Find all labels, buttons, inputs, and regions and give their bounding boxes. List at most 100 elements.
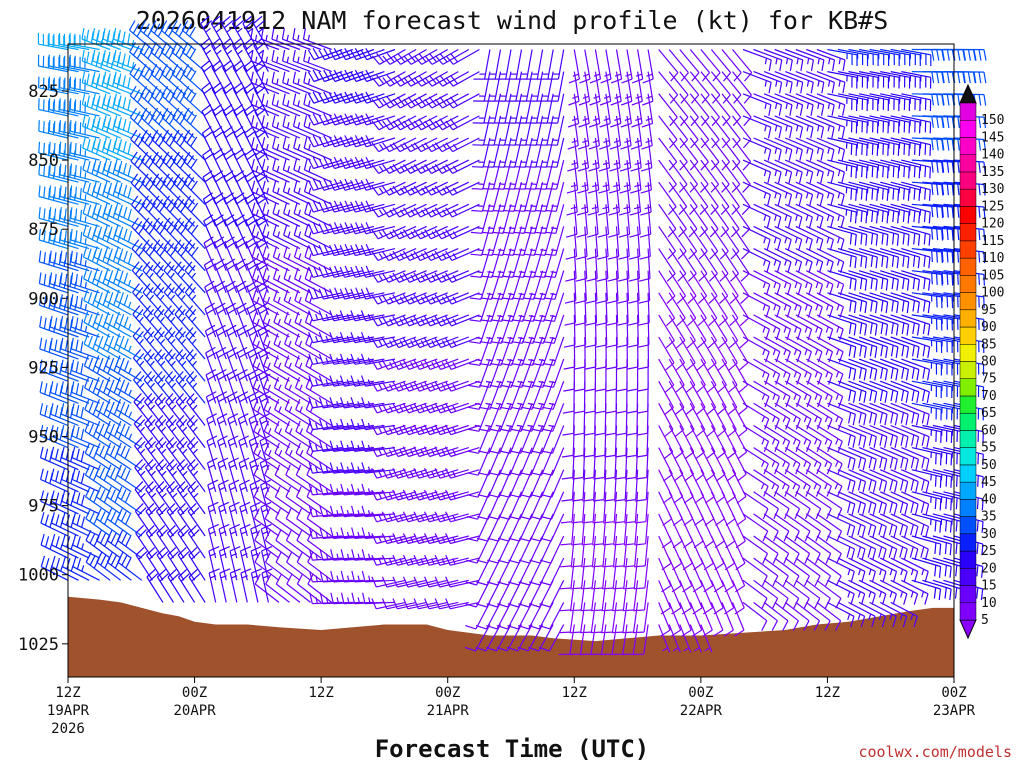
wind-barb <box>382 159 417 174</box>
wind-barb <box>858 203 889 224</box>
wind-barb <box>721 580 735 615</box>
wind-barb <box>216 391 229 426</box>
wind-barb <box>827 181 858 201</box>
wind-barb <box>445 137 480 153</box>
wind-barb <box>116 508 143 537</box>
wind-barb <box>295 398 322 427</box>
x-tick-label: 2026 <box>51 721 85 737</box>
wind-barb <box>39 403 69 427</box>
wind-barb <box>869 336 899 358</box>
wind-barb <box>605 359 618 392</box>
wind-barb <box>392 159 427 174</box>
wind-barb <box>689 491 704 526</box>
wind-barb <box>117 551 143 581</box>
wind-barb <box>186 393 206 426</box>
wind-barb <box>640 137 653 172</box>
wind-barb <box>470 204 491 234</box>
wind-barb <box>619 137 632 172</box>
wind-barb <box>574 336 586 370</box>
wind-barb <box>566 160 579 194</box>
wind-barb <box>261 202 290 227</box>
wind-barb <box>483 93 502 124</box>
wind-barb <box>185 305 206 338</box>
wind-barb <box>70 228 100 250</box>
wind-barb <box>173 217 196 250</box>
wind-barb <box>642 71 654 106</box>
colorbar-swatch <box>959 430 977 448</box>
wind-barb <box>361 440 396 452</box>
y-tick-label: 825 <box>28 82 59 102</box>
wind-barb <box>668 580 682 615</box>
wind-barb <box>689 602 703 637</box>
wind-barb <box>901 358 931 381</box>
wind-barb <box>218 523 230 559</box>
y-tick-label: 1000 <box>18 566 59 586</box>
wind-barb <box>236 324 249 360</box>
wind-barb <box>493 115 512 146</box>
wind-barb <box>254 551 280 581</box>
wind-barb <box>512 226 533 256</box>
colorbar-label: 35 <box>981 510 997 525</box>
wind-barb <box>689 447 705 482</box>
wind-barb <box>445 93 480 109</box>
wind-barb <box>59 120 90 139</box>
wind-barb <box>200 59 217 95</box>
wind-barb <box>467 403 491 432</box>
wind-barb <box>542 358 565 388</box>
wind-barb <box>48 54 79 73</box>
wind-barb <box>273 355 301 382</box>
wind-barb <box>403 225 438 240</box>
wind-barb <box>567 137 579 172</box>
wind-barb <box>51 533 79 559</box>
wind-barb <box>254 573 280 603</box>
wind-barb <box>480 270 502 300</box>
wind-barb <box>922 469 953 488</box>
wind-barb <box>283 289 311 316</box>
wind-barb <box>350 113 385 126</box>
wind-barb <box>481 182 502 212</box>
wind-barb <box>115 333 143 360</box>
wind-barb <box>304 202 332 227</box>
wind-barb <box>563 336 576 370</box>
wind-barb <box>530 447 554 476</box>
wind-barb <box>564 292 576 326</box>
wind-barb <box>848 358 878 381</box>
wind-barb <box>38 207 69 227</box>
wind-barb <box>562 425 575 458</box>
wind-barb <box>351 592 385 605</box>
wind-barb <box>600 49 612 84</box>
wind-barb <box>238 435 249 470</box>
wind-barb <box>360 135 396 148</box>
wind-barb <box>561 469 575 502</box>
wind-barb <box>610 49 623 84</box>
wind-barb <box>185 349 206 382</box>
wind-barb <box>869 159 900 179</box>
colorbar: 5 10 15 20 25 30 35 40 45 50 55 60 65 70 75 80 85 90 95 100… <box>959 83 1004 640</box>
wind-barb <box>61 446 90 471</box>
wind-barb <box>858 336 888 358</box>
wind-barb <box>626 359 639 392</box>
wind-barb <box>382 71 417 87</box>
colorbar-label: 80 <box>981 355 997 370</box>
wind-barb <box>597 182 610 216</box>
wind-barb <box>413 314 448 327</box>
wind-barb <box>50 381 79 404</box>
wind-barb <box>248 413 260 448</box>
wind-barb <box>263 442 290 471</box>
wind-barb <box>172 173 196 205</box>
wind-barb <box>517 624 544 652</box>
wind-barb <box>303 158 332 183</box>
wind-barb <box>371 137 406 153</box>
wind-barb <box>260 49 290 73</box>
wind-barb <box>293 158 322 183</box>
wind-barb <box>507 624 533 652</box>
wind-barb <box>175 371 196 404</box>
wind-barb <box>434 137 470 153</box>
wind-barb <box>498 491 523 520</box>
wind-barb <box>272 202 301 227</box>
y-tick-label: 925 <box>28 358 59 378</box>
wind-barb <box>145 502 164 537</box>
wind-barb <box>403 137 438 153</box>
wind-barb <box>392 292 427 305</box>
wind-barb <box>171 63 195 95</box>
